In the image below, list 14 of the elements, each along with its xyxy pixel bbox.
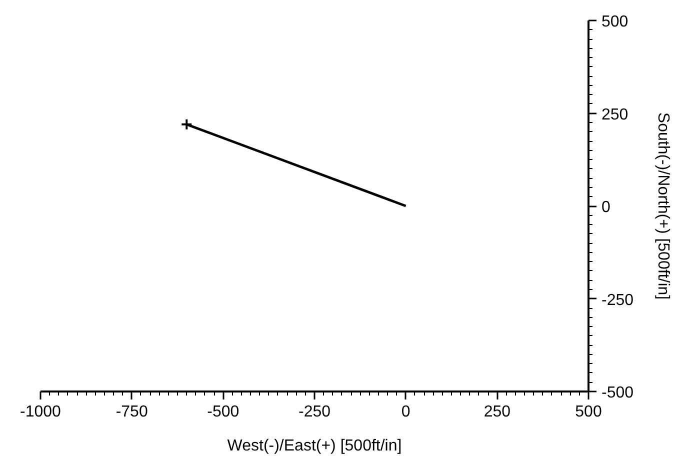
x-tick-label: -500 — [207, 404, 240, 420]
x-tick-label: -1000 — [20, 404, 62, 420]
x-tick-label: -750 — [116, 404, 148, 420]
y-tick-label: 250 — [602, 106, 628, 124]
x-axis-title: West(-)/East(+) [500ft/in] — [227, 438, 402, 454]
x-tick-label: 0 — [401, 404, 410, 420]
x-tick-label: -250 — [298, 404, 331, 420]
y-axis-title: South(-)/North(+) [500ft/in] — [654, 112, 672, 300]
y-tick-label: -250 — [602, 292, 634, 309]
x-tick-label: 250 — [484, 404, 511, 420]
x-tick-label: 500 — [575, 404, 602, 420]
y-tick-label: 0 — [602, 199, 610, 216]
y-tick-label: -500 — [602, 384, 634, 402]
y-tick-label: 500 — [602, 14, 628, 30]
